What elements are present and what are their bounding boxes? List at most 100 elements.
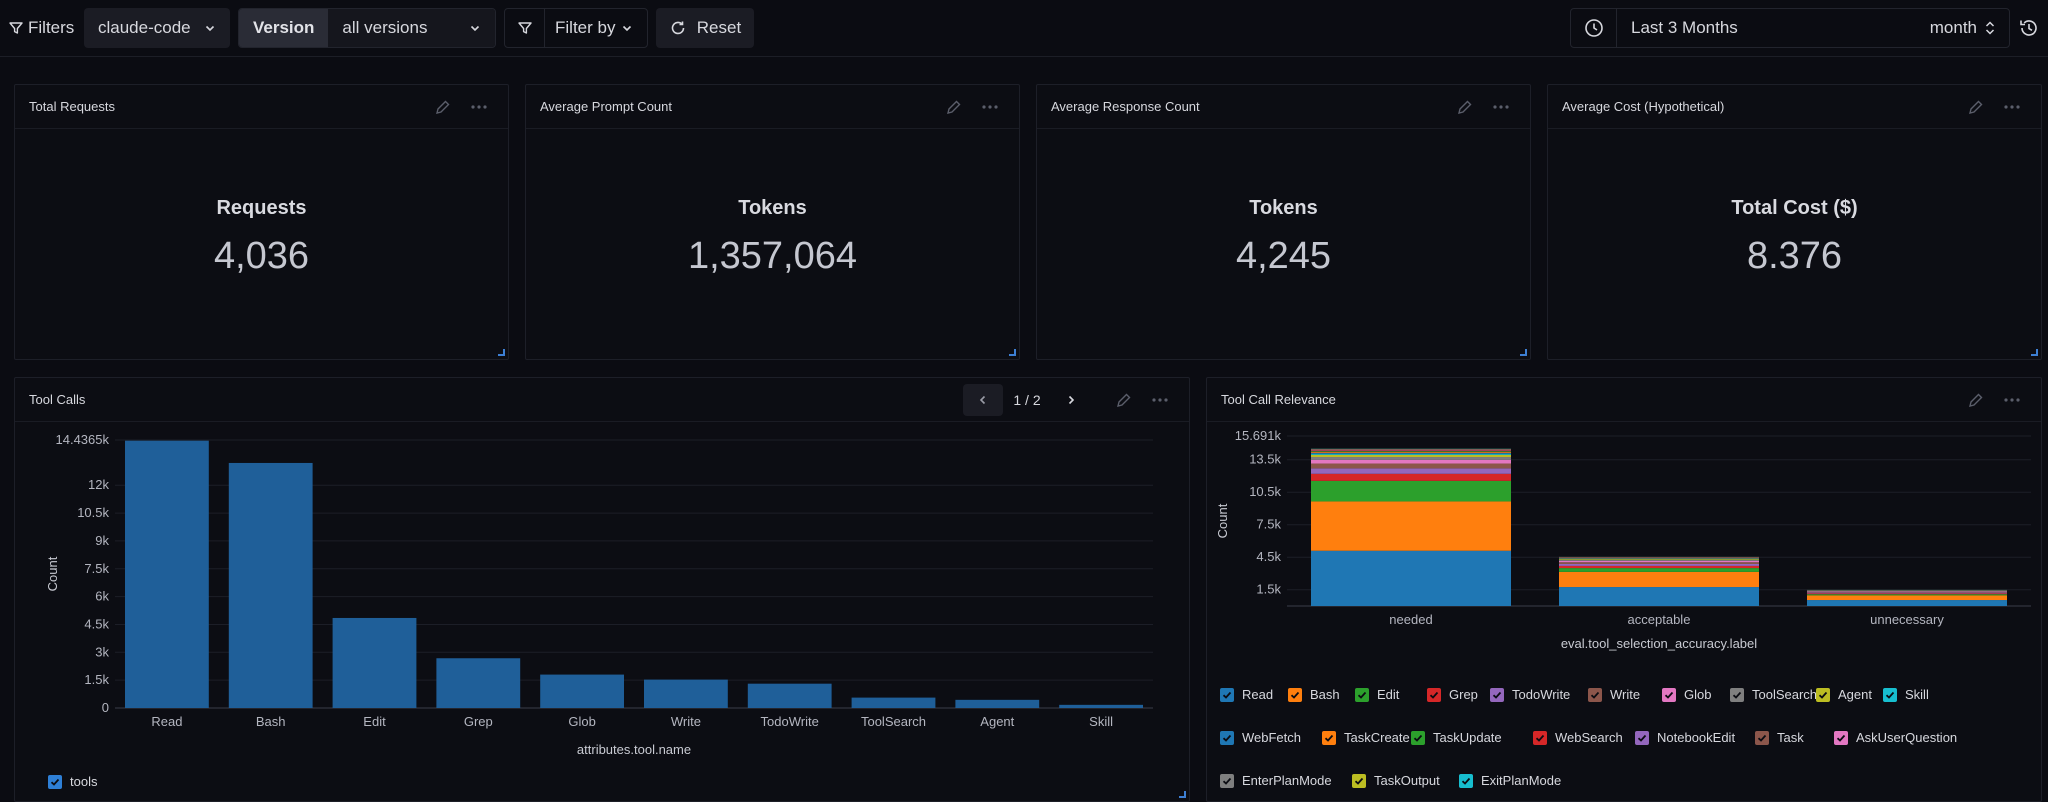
refresh-icon xyxy=(669,19,687,37)
legend-item-notebookedit[interactable]: NotebookEdit xyxy=(1635,730,1735,745)
version-filter[interactable]: Version all versions xyxy=(238,8,496,48)
stack-segment-needed-todowrite xyxy=(1311,468,1511,474)
legend-item-todowrite[interactable]: TodoWrite xyxy=(1490,687,1570,702)
service-select[interactable]: claude-code xyxy=(84,8,230,48)
version-label: Version xyxy=(239,9,329,47)
resize-handle[interactable] xyxy=(1520,349,1527,356)
stack-segment-needed-websearch xyxy=(1311,450,1511,452)
history-icon[interactable] xyxy=(2018,8,2044,48)
stack-segment-needed-webfetch xyxy=(1311,452,1511,454)
checkbox-checked-icon xyxy=(1411,730,1425,745)
legend-item-write[interactable]: Write xyxy=(1588,687,1640,702)
legend-label: Bash xyxy=(1310,687,1340,702)
x-tick-label: Agent xyxy=(980,714,1014,729)
y-tick-label: 10.5k xyxy=(77,505,109,520)
stat-panel-total-requests: Total Requests Requests 4,036 xyxy=(14,84,509,360)
edit-icon[interactable] xyxy=(1967,391,1985,409)
edit-icon[interactable] xyxy=(1456,98,1474,116)
filters-toggle[interactable]: Filters xyxy=(8,8,78,48)
y-tick-label: 7.5k xyxy=(1256,517,1281,532)
next-page-button[interactable] xyxy=(1051,384,1091,416)
page-indicator: 1 / 2 xyxy=(1013,392,1041,408)
legend-label: WebSearch xyxy=(1555,730,1623,745)
granularity-value[interactable]: month xyxy=(1929,18,1977,37)
checkbox-checked-icon xyxy=(1352,773,1366,788)
version-value: all versions xyxy=(342,18,428,37)
legend-item-taskcreate[interactable]: TaskCreate xyxy=(1322,730,1410,745)
bar-read xyxy=(125,440,209,708)
edit-icon[interactable] xyxy=(1115,391,1133,409)
legend-item-agent[interactable]: Agent xyxy=(1816,687,1872,702)
bar-glob xyxy=(540,674,624,708)
resize-handle[interactable] xyxy=(498,349,505,356)
legend-item-toolsearch[interactable]: ToolSearch xyxy=(1730,687,1817,702)
more-options-icon[interactable] xyxy=(1151,391,1169,409)
legend-item-tools[interactable]: tools xyxy=(48,774,97,789)
legend-item-read[interactable]: Read xyxy=(1220,687,1273,702)
checkbox-checked-icon xyxy=(1322,730,1336,745)
legend-item-bash[interactable]: Bash xyxy=(1288,687,1340,702)
checkbox-checked-icon xyxy=(1220,773,1234,788)
chevron-down-icon xyxy=(469,22,481,34)
checkbox-checked-icon xyxy=(1220,730,1234,745)
checkbox-checked-icon xyxy=(1635,730,1649,745)
filter-bar: Filters claude-code Version all versions… xyxy=(0,0,2048,57)
x-tick-label: Grep xyxy=(464,714,493,729)
more-options-icon[interactable] xyxy=(470,98,488,116)
legend-item-task[interactable]: Task xyxy=(1755,730,1804,745)
time-range-picker[interactable]: Last 3 Months month xyxy=(1570,8,2010,48)
checkbox-checked-icon xyxy=(1883,687,1897,702)
legend-item-exitplanmode[interactable]: ExitPlanMode xyxy=(1459,773,1561,788)
stack-segment-unnecessary-write xyxy=(1807,591,2007,593)
resize-handle[interactable] xyxy=(1009,349,1016,356)
stack-segment-acceptable-agent xyxy=(1559,559,1759,560)
legend-label: AskUserQuestion xyxy=(1856,730,1958,745)
legend-item-taskoutput[interactable]: TaskOutput xyxy=(1352,773,1440,788)
resize-handle[interactable] xyxy=(1179,791,1186,798)
edit-icon[interactable] xyxy=(945,98,963,116)
reset-button[interactable]: Reset xyxy=(656,8,754,48)
filter-by-select[interactable]: Filter by xyxy=(504,8,648,48)
legend-item-grep[interactable]: Grep xyxy=(1427,687,1478,702)
chevron-down-icon xyxy=(621,22,633,34)
tool-call-relevance-panel: Tool Call Relevance 1.5k 4.5k 7.5k 10.5k 13.… xyxy=(1206,377,2042,802)
legend-label: TaskUpdate xyxy=(1433,730,1502,745)
checkbox-checked-icon xyxy=(1533,730,1547,745)
stat-label: Tokens xyxy=(738,197,807,219)
checkbox-checked-icon xyxy=(1490,687,1504,702)
legend-label: Read xyxy=(1242,687,1274,702)
more-options-icon[interactable] xyxy=(1492,98,1510,116)
panel-title: Total Requests xyxy=(29,99,115,114)
stat-value: 4,036 xyxy=(213,235,310,277)
more-options-icon[interactable] xyxy=(2003,391,2021,409)
legend-item-webfetch[interactable]: WebFetch xyxy=(1220,730,1301,745)
stack-segment-needed-toolsearch xyxy=(1311,457,1511,460)
panel-title: Tool Call Relevance xyxy=(1221,392,1336,407)
legend-item-askuserquestion[interactable]: AskUserQuestion xyxy=(1834,730,1957,745)
prev-page-button[interactable] xyxy=(963,384,1003,416)
edit-icon[interactable] xyxy=(1967,98,1985,116)
stack-segment-unnecessary-bash xyxy=(1807,595,2007,601)
stack-segment-acceptable-bash xyxy=(1559,571,1759,588)
stack-segment-acceptable-glob xyxy=(1559,560,1759,563)
tool-calls-chart: 0 1.5k 3k 4.5k 6k 7.5k 9k 10.5k 12k 14.4365k Read B… xyxy=(45,432,1153,757)
legend-item-taskupdate[interactable]: TaskUpdate xyxy=(1411,730,1502,745)
checkbox-checked-icon xyxy=(1755,730,1769,745)
more-options-icon[interactable] xyxy=(981,98,999,116)
version-select[interactable]: all versions xyxy=(328,9,495,47)
legend-item-glob[interactable]: Glob xyxy=(1662,687,1711,702)
legend-item-enterplanmode[interactable]: EnterPlanMode xyxy=(1220,773,1332,788)
y-tick-label: 13.5k xyxy=(1249,452,1281,467)
legend-label: EnterPlanMode xyxy=(1242,773,1332,788)
legend-item-skill[interactable]: Skill xyxy=(1883,687,1929,702)
more-options-icon[interactable] xyxy=(2003,98,2021,116)
legend-label: Write xyxy=(1610,687,1641,702)
legend-item-websearch[interactable]: WebSearch xyxy=(1533,730,1623,745)
bar-grep xyxy=(436,658,521,708)
y-tick-label: 4.5k xyxy=(1256,549,1281,564)
legend-item-edit[interactable]: Edit xyxy=(1355,687,1399,702)
panel-header: Average Prompt Count xyxy=(526,85,1019,129)
resize-handle[interactable] xyxy=(2031,349,2038,356)
x-tick-label: needed xyxy=(1389,612,1432,627)
edit-icon[interactable] xyxy=(434,98,452,116)
